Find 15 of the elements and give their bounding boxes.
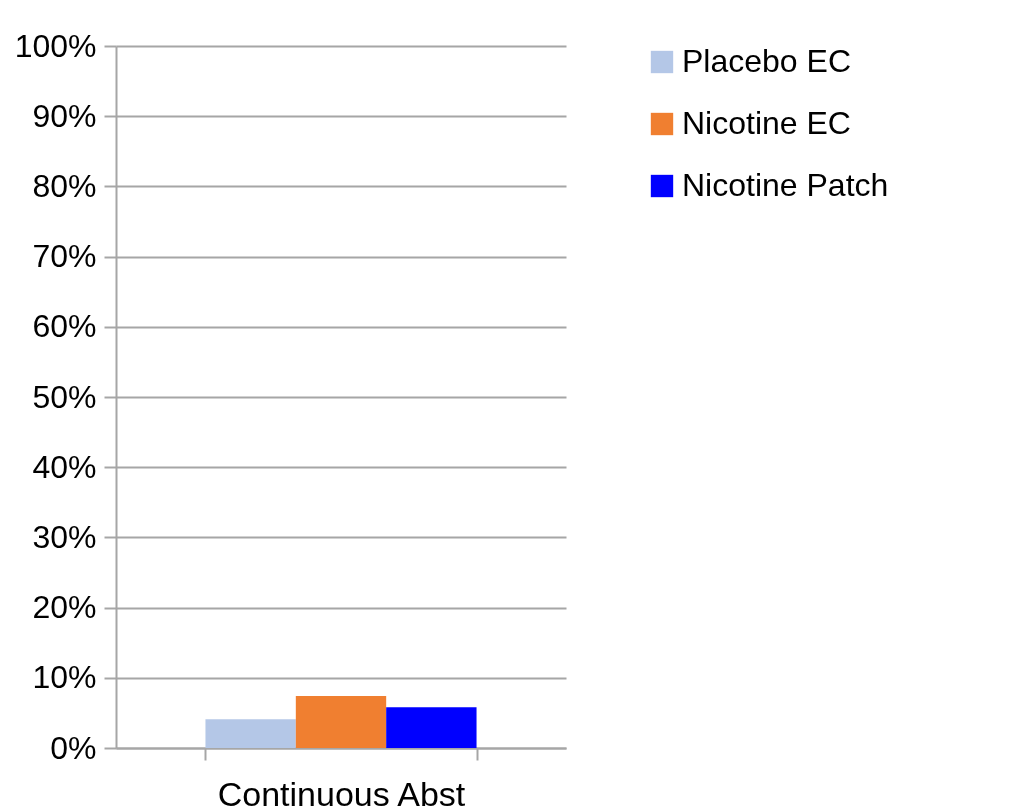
y-tick-label: 50% — [32, 378, 97, 415]
legend-label: Nicotine EC — [682, 105, 851, 141]
legend-label: Placebo EC — [682, 43, 851, 79]
y-tick-label: 90% — [32, 97, 97, 134]
y-tick-label: 0% — [50, 729, 97, 766]
y-tick-label: 100% — [14, 27, 97, 64]
y-tick-label: 70% — [32, 238, 97, 275]
x-tick-label: Continuous Abst — [217, 774, 466, 812]
y-tick-label: 20% — [32, 589, 97, 626]
y-tick-label: 40% — [32, 448, 97, 485]
y-tick-label: 60% — [32, 308, 97, 345]
y-tick-label: 10% — [32, 659, 97, 696]
y-tick-label: 80% — [32, 167, 97, 204]
legend-label: Nicotine Patch — [682, 167, 889, 203]
y-tick-label: 30% — [32, 518, 97, 555]
